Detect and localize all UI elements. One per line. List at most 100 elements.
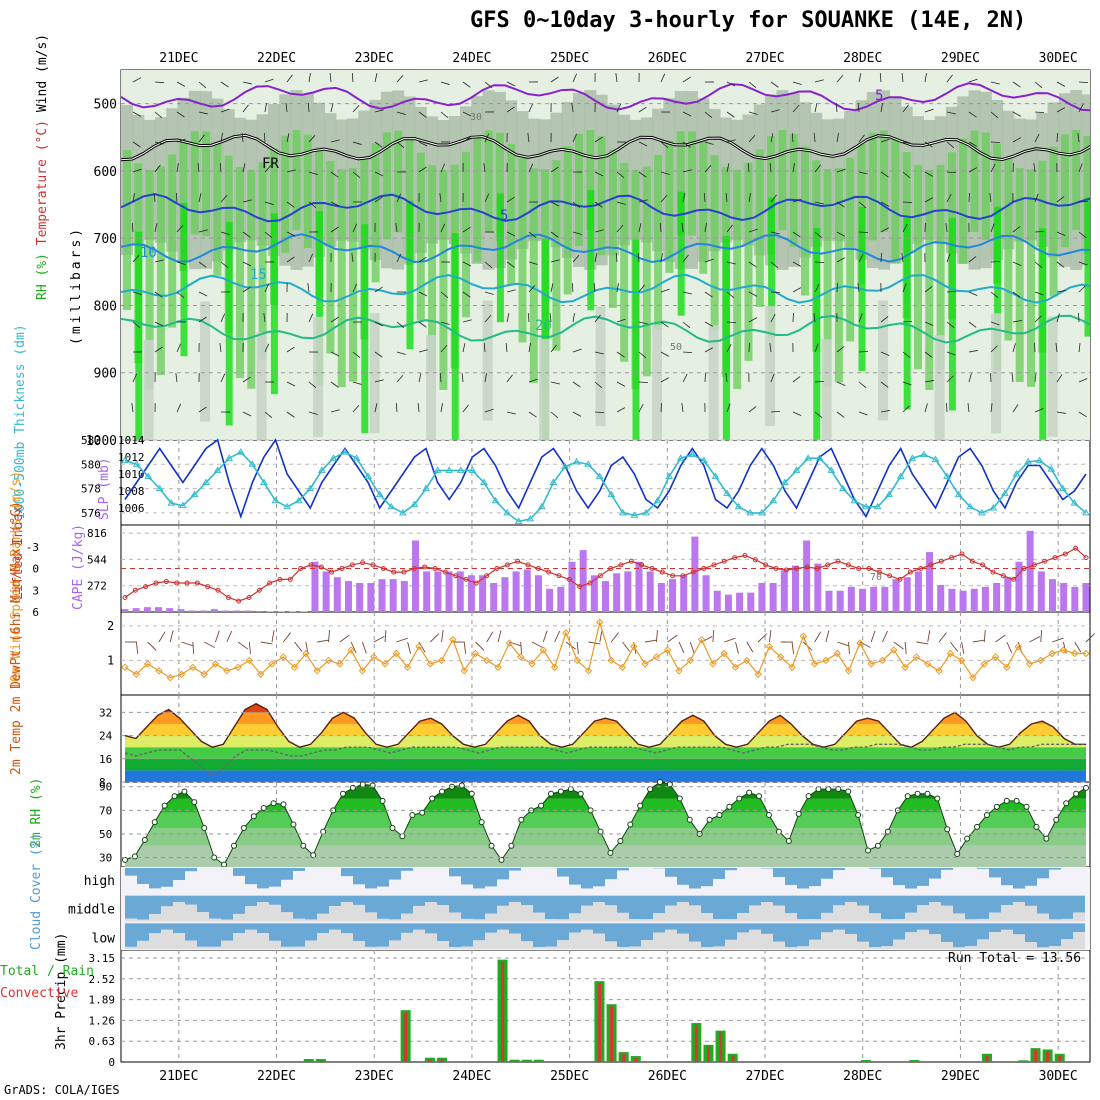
cloud-cell-clear [1013, 902, 1025, 922]
wind-barb [902, 320, 913, 323]
cloud-cell [1061, 923, 1073, 940]
cloud-cell-clear [161, 906, 173, 922]
cloud-cell-clear [809, 919, 821, 922]
cloud-cell [917, 868, 929, 886]
cloud-cell-clear [1001, 929, 1013, 949]
wind-barb [176, 225, 184, 233]
day-label-top-22DEC: 22DEC [257, 51, 296, 66]
li-marker [587, 580, 593, 586]
wind-barb [814, 283, 820, 293]
cloud-cell [905, 923, 917, 933]
cloud-cell-clear [473, 919, 485, 922]
li-marker [690, 569, 696, 575]
li-marker [473, 580, 479, 586]
cloud-cell [257, 868, 269, 889]
wind-barb [154, 321, 164, 327]
thickness-marker [908, 454, 917, 461]
wind-barb [703, 192, 706, 203]
wind-barb [395, 402, 398, 413]
cape-bar [736, 592, 744, 612]
cloud-cell-clear [545, 946, 557, 949]
thickness-marker [144, 472, 153, 479]
wind-barb [990, 111, 999, 119]
cloud-cell-clear [737, 932, 749, 949]
wind-barb [132, 291, 142, 295]
cape-bar [881, 586, 889, 612]
wind-barb [132, 255, 140, 263]
li-marker [1083, 555, 1089, 561]
thickness-marker [723, 489, 731, 496]
cloud-cell-clear [305, 940, 317, 949]
wind-barb [858, 350, 869, 353]
wind-barb [792, 261, 802, 267]
li-marker [1011, 576, 1017, 582]
cloud-cell-clear [749, 929, 761, 949]
wind-barb [572, 411, 582, 417]
wind10-barb [644, 639, 657, 643]
wind-barb [880, 381, 889, 388]
cape-bar [1048, 579, 1056, 612]
wind-marker [324, 656, 333, 665]
wind-barb [946, 141, 955, 149]
wind-barb [814, 79, 824, 83]
cloud-cell-clear [401, 913, 413, 922]
rh-marker [865, 847, 872, 854]
wind-marker [200, 670, 208, 678]
cloud-cell-clear [521, 905, 533, 922]
day-label-bottom-21DEC: 21DEC [159, 1069, 198, 1084]
wind-barb [990, 291, 999, 298]
wind-barb [594, 171, 604, 177]
wind-marker [516, 653, 525, 661]
wind-barb [946, 290, 957, 293]
cloud-cell [257, 895, 269, 903]
cloud-cell [989, 895, 1001, 913]
wind-barb [154, 81, 165, 84]
wind10-barb [904, 641, 907, 654]
wind-marker [686, 656, 695, 665]
thickness-marker [121, 456, 129, 464]
wind-marker [844, 667, 853, 675]
wind-barb [748, 317, 758, 323]
precip-ytick-2.52: 2.52 [89, 973, 116, 986]
wind-barb [264, 283, 270, 293]
upper-ytick-1000: 1000 [86, 434, 117, 449]
cloud-cell-clear [965, 946, 977, 949]
rh-marker [845, 788, 852, 795]
li-marker [639, 562, 645, 568]
cloud-cell [389, 895, 401, 920]
rh-marker [746, 789, 753, 796]
cloud-cell-clear [617, 912, 629, 922]
wind-barb [902, 405, 910, 413]
cloud-cell [173, 868, 185, 880]
cloud-cell [281, 923, 293, 947]
rh-marker [369, 782, 376, 789]
wind-barb [572, 231, 582, 235]
cape-bar [691, 536, 699, 612]
wind-barb [440, 321, 450, 325]
wind-barb [440, 345, 448, 353]
cape-bar [1082, 583, 1090, 612]
cloud-cell-clear [1037, 947, 1049, 949]
wind-barb [462, 319, 472, 323]
precip-run-total: Run Total = 13.56 [948, 951, 1082, 966]
wind-marker [833, 649, 841, 658]
rh-marker [201, 825, 208, 832]
cloud-cell-clear [653, 913, 665, 922]
wind-barb [352, 141, 362, 145]
cloud-cell-clear [149, 933, 161, 949]
wind-barb [990, 260, 1001, 263]
rh-marker [191, 799, 198, 806]
wind-barb [550, 166, 559, 173]
wind10-barb [396, 637, 408, 643]
cloud-cell [857, 895, 869, 906]
cloud-cell [749, 923, 761, 930]
precip-ylabel: 3hr Precip (mm) [54, 933, 69, 1050]
cloud-cell-clear [137, 940, 149, 949]
wind-marker [505, 639, 514, 647]
wind-barb [726, 321, 737, 323]
wind-marker [901, 663, 909, 672]
wind-barb [924, 73, 927, 83]
wind-marker [177, 670, 186, 678]
cloud-cell [1073, 923, 1085, 933]
cloud-cell-clear [701, 947, 713, 949]
